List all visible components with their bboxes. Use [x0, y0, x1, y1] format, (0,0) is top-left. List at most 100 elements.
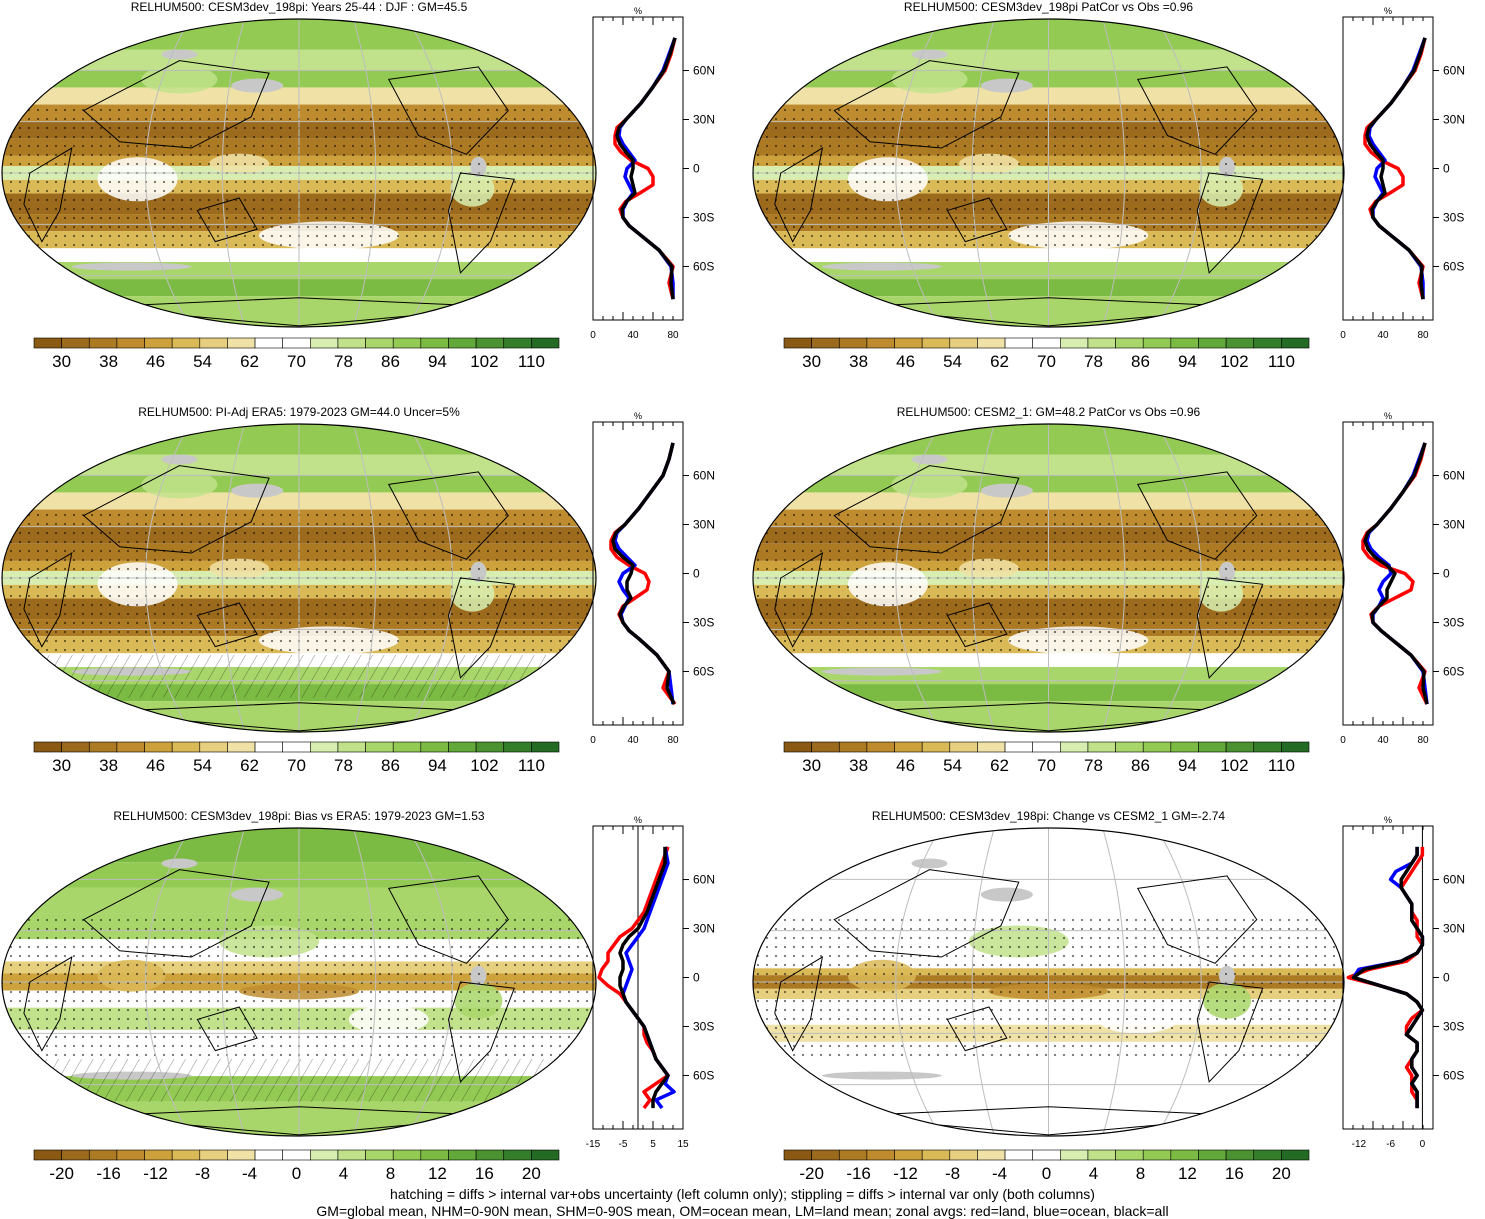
lat-tick-label: 60S	[693, 259, 714, 273]
panel-title: RELHUM500: PI-Adj ERA5: 1979-2023 GM=44.…	[138, 405, 460, 419]
zonal-all-line	[611, 442, 676, 705]
lat-tick-label: 60N	[1443, 64, 1465, 78]
zonal-axis-label: %	[634, 411, 642, 421]
colorbar-tick-label: 110	[1268, 352, 1295, 371]
colorbar-tick-label: 30	[52, 756, 71, 775]
colorbar-tick-label: 38	[99, 352, 118, 371]
longitude-gridline	[221, 424, 246, 732]
colorbar-tick-label: -12	[893, 1164, 918, 1183]
colorbar-swatch	[1032, 337, 1061, 349]
colorbar-swatch	[227, 741, 256, 753]
colorbar-swatch	[1253, 741, 1282, 753]
colorbar-swatch	[254, 1149, 283, 1161]
lat-tick-label: 60N	[1443, 873, 1465, 887]
missing-data-patch	[980, 483, 1033, 498]
zonal-all-line	[1365, 37, 1427, 300]
colorbar-swatch	[1281, 337, 1310, 349]
missing-data-patch	[231, 78, 284, 93]
zonal-x-tick-label: -12	[1352, 1139, 1367, 1150]
map	[2, 19, 596, 327]
colorbar-swatch	[199, 337, 228, 349]
colorbar-swatch	[1281, 741, 1310, 753]
zonal-x-tick-label: 80	[667, 330, 679, 341]
colorbar-swatch	[88, 1149, 118, 1161]
colorbar-swatch	[1142, 337, 1172, 349]
lat-tick-label: 60N	[693, 873, 715, 887]
map-region	[891, 65, 968, 94]
colorbar-swatch	[337, 741, 366, 753]
colorbar-swatch	[420, 741, 449, 753]
colorbar-tick-label: 86	[1131, 352, 1150, 371]
zonal-all-line	[1363, 442, 1429, 705]
missing-data-patch	[911, 49, 948, 60]
lat-tick-label: 30N	[1443, 518, 1465, 532]
colorbar-swatch	[1004, 1149, 1033, 1161]
colorbar-tick-label: 20	[522, 1164, 541, 1183]
colorbar-swatch	[1060, 741, 1089, 753]
colorbar-tick-label: 62	[240, 352, 259, 371]
colorbar-swatch	[282, 1149, 311, 1161]
colorbar-swatch	[783, 337, 812, 349]
colorbar-swatch	[61, 1149, 90, 1161]
coastline	[447, 981, 515, 1083]
zonal-x-tick-label: -6	[1386, 1139, 1395, 1150]
colorbar-tick-label: 46	[896, 352, 915, 371]
map-region	[141, 470, 218, 499]
map-border	[1, 423, 597, 733]
colorbar-swatch	[116, 337, 145, 349]
colorbar-tick-label: 38	[99, 756, 118, 775]
colorbar-swatch	[171, 337, 201, 349]
missing-data-patch	[911, 858, 948, 869]
panel-title: RELHUM500: CESM3dev_198pi: Bias vs ERA5:…	[113, 809, 485, 823]
coastline	[23, 147, 73, 243]
lat-tick-label: 0	[1443, 567, 1450, 581]
colorbar-swatch	[1225, 741, 1255, 753]
colorbar-tick-label: -4	[992, 1164, 1007, 1183]
colorbar-swatch	[1087, 337, 1116, 349]
panel-6: RELHUM500: CESM3dev_198pi: Change vs CES…	[752, 809, 1465, 1183]
lat-tick-label: 30S	[1443, 615, 1464, 629]
colorbar-swatch	[866, 1149, 895, 1161]
zonal-axis-label: %	[634, 815, 642, 825]
missing-data-patch	[231, 483, 284, 498]
zonal-ocean-line	[621, 846, 676, 1110]
coastline	[946, 602, 1008, 648]
colorbar-tick-label: 86	[381, 756, 400, 775]
longitude-gridline	[1156, 19, 1202, 327]
zonal-x-tick-label: 80	[1417, 330, 1429, 341]
lat-tick-label: 60N	[693, 64, 715, 78]
colorbar-swatch	[811, 741, 840, 753]
colorbar-swatch	[1060, 337, 1089, 349]
zonal-x-tick-label: 15	[677, 1139, 689, 1150]
colorbar-swatch	[475, 741, 505, 753]
coastline	[946, 197, 1008, 243]
coastline	[774, 552, 824, 648]
colorbar-tick-label: 54	[943, 756, 962, 775]
colorbar-swatch	[171, 741, 201, 753]
lat-tick-label: 60S	[693, 1068, 714, 1082]
colorbar-swatch	[1004, 741, 1033, 753]
colorbar-tick-label: 62	[990, 352, 1009, 371]
map-border	[752, 423, 1345, 733]
coastline	[946, 1006, 1008, 1052]
longitude-gridline	[145, 424, 191, 732]
colorbar-swatch	[1170, 337, 1199, 349]
colorbar-swatch	[448, 741, 477, 753]
colorbar-tick-label: 46	[146, 352, 165, 371]
coastline	[833, 869, 1020, 958]
colorbar-swatch	[1170, 1149, 1199, 1161]
map	[753, 424, 1344, 732]
zonal-x-tick-label: 0	[590, 330, 596, 341]
coastline	[387, 875, 509, 964]
colorbar-swatch	[1087, 1149, 1116, 1161]
colorbar-swatch	[894, 1149, 923, 1161]
colorbar-swatch	[1142, 1149, 1172, 1161]
coastline	[1136, 471, 1258, 560]
colorbar-swatch	[227, 337, 256, 349]
missing-data-patch	[161, 49, 198, 60]
map	[2, 424, 596, 732]
zonal-all-line	[1351, 846, 1425, 1109]
colorbar-swatch	[365, 337, 394, 349]
coastline	[833, 60, 1020, 149]
colorbar-tick-label: 16	[1225, 1164, 1244, 1183]
